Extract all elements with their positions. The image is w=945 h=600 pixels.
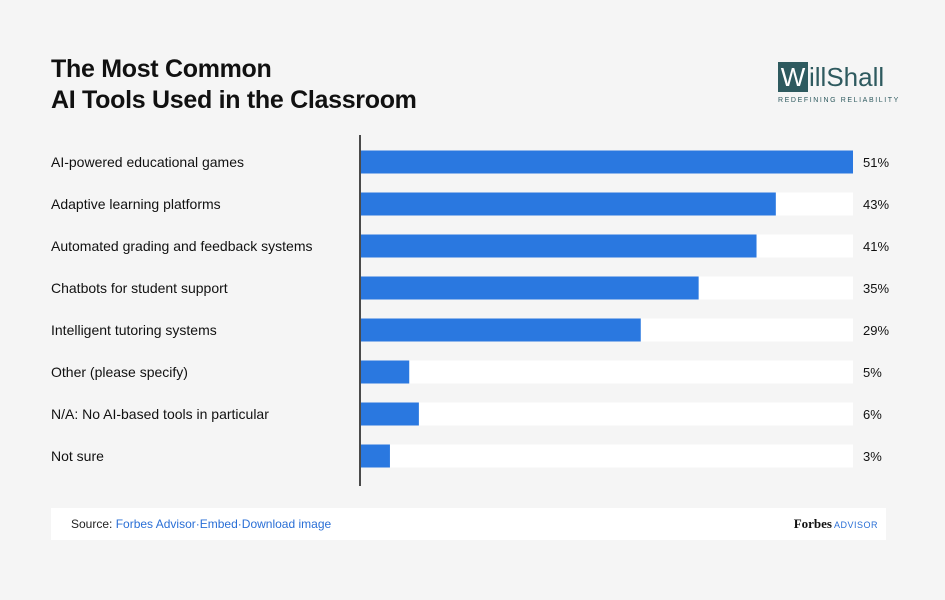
category-label: N/A: No AI-based tools in particular — [51, 406, 269, 422]
value-label: 43% — [863, 197, 889, 212]
bar — [361, 234, 757, 258]
chart-title: The Most Common AI Tools Used in the Cla… — [51, 54, 417, 116]
source-line: Source: Forbes Advisor·Embed·Download im… — [71, 517, 331, 531]
category-label: Chatbots for student support — [51, 280, 228, 296]
logo-mark: W — [778, 62, 808, 92]
bar — [361, 318, 641, 342]
bar-track — [361, 444, 853, 468]
brand-name: Forbes — [793, 516, 832, 531]
bar — [361, 444, 390, 468]
download-image-link[interactable]: Download image — [241, 517, 332, 531]
separator: · — [195, 517, 200, 531]
value-label: 51% — [863, 155, 889, 170]
logo-tagline: REDEFINING RELIABILITY — [778, 97, 900, 104]
source-label: Source: — [71, 517, 113, 531]
brand-sub: ADVISOR — [833, 520, 878, 530]
value-label: 29% — [863, 323, 889, 338]
value-label: 5% — [863, 365, 882, 380]
category-label: Automated grading and feedback systems — [51, 238, 313, 254]
value-label: 35% — [863, 281, 889, 296]
forbes-advisor-logo[interactable]: Forbes ADVISOR — [794, 516, 878, 532]
category-label: AI-powered educational games — [51, 154, 244, 170]
source-footer: Source: Forbes Advisor·Embed·Download im… — [51, 508, 886, 540]
willshall-logo[interactable]: W illShall REDEFINING RELIABILITY — [778, 62, 898, 108]
embed-link[interactable]: Embed — [199, 517, 238, 531]
logo-name: illShall — [809, 62, 885, 92]
source-link-forbes-advisor[interactable]: Forbes Advisor — [115, 517, 196, 531]
value-label: 6% — [863, 407, 882, 422]
bar — [361, 276, 699, 300]
value-label: 3% — [863, 449, 882, 464]
category-label: Adaptive learning platforms — [51, 196, 221, 212]
bar — [361, 360, 410, 384]
category-label: Intelligent tutoring systems — [51, 322, 217, 338]
chart-title-line-1: The Most Common — [51, 55, 272, 83]
bar-track — [361, 402, 853, 426]
bar — [361, 402, 419, 426]
category-label: Not sure — [51, 448, 104, 464]
chart-title-line-2: AI Tools Used in the Classroom — [51, 86, 417, 114]
bar — [361, 150, 853, 174]
value-label: 41% — [863, 239, 889, 254]
bar-track — [361, 360, 853, 384]
separator: · — [237, 517, 242, 531]
bar — [361, 192, 776, 216]
bar-chart: AI-powered educational games 51% Adaptive … — [51, 135, 889, 486]
category-label: Other (please specify) — [51, 364, 188, 380]
